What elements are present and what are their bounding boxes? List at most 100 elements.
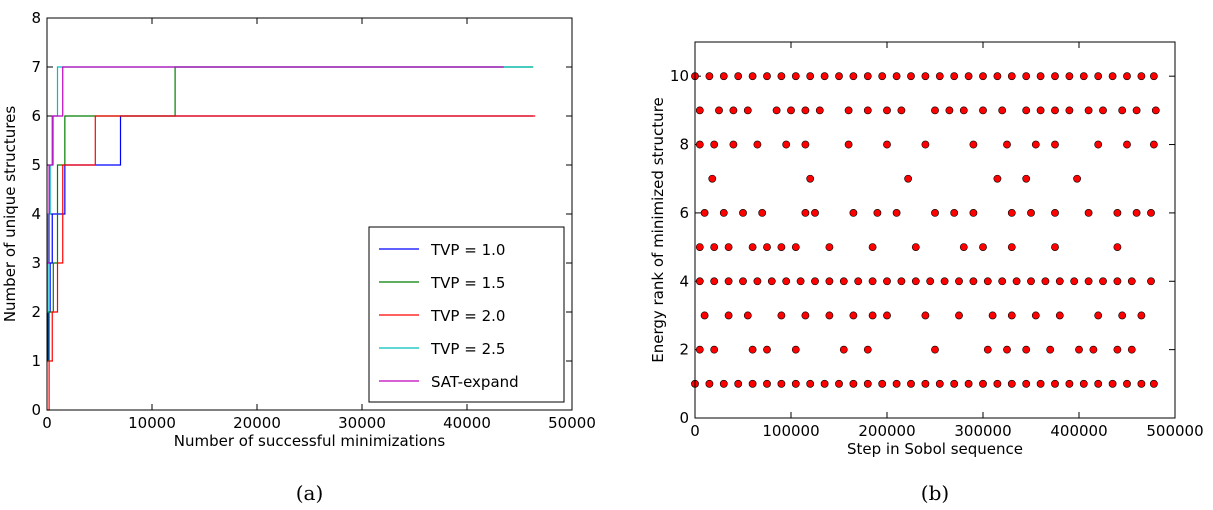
point bbox=[719, 72, 728, 81]
point bbox=[849, 209, 858, 217]
point bbox=[791, 72, 800, 81]
point bbox=[710, 345, 719, 354]
point bbox=[1012, 277, 1021, 286]
point bbox=[695, 345, 704, 354]
point bbox=[708, 174, 717, 183]
point bbox=[1003, 140, 1011, 149]
point bbox=[1094, 311, 1103, 320]
point bbox=[1137, 72, 1146, 81]
x-tick-label: 10000 bbox=[128, 414, 176, 432]
y-axis-label: Number of unique structures bbox=[1, 106, 19, 323]
point bbox=[801, 140, 810, 149]
point bbox=[796, 277, 805, 286]
point bbox=[700, 209, 709, 217]
line bbox=[47, 115, 534, 362]
point bbox=[1118, 311, 1127, 320]
point bbox=[964, 72, 973, 81]
point bbox=[849, 379, 858, 388]
point bbox=[825, 311, 834, 320]
point bbox=[1022, 345, 1031, 354]
point bbox=[964, 379, 973, 388]
point bbox=[1132, 106, 1141, 115]
y-tick-label: 1 bbox=[31, 352, 41, 370]
point bbox=[892, 209, 901, 217]
point bbox=[935, 72, 944, 81]
point bbox=[873, 209, 882, 217]
point bbox=[806, 72, 815, 81]
point bbox=[931, 209, 939, 217]
point bbox=[734, 72, 743, 81]
y-tick-label: 4 bbox=[31, 205, 41, 223]
point bbox=[1007, 379, 1016, 388]
point bbox=[1022, 106, 1031, 115]
point bbox=[911, 243, 920, 251]
point bbox=[921, 140, 930, 149]
point bbox=[1027, 277, 1035, 286]
point bbox=[993, 174, 1002, 183]
point bbox=[753, 277, 762, 286]
x-tick-label: 300000 bbox=[954, 422, 1011, 440]
y-tick-label: 2 bbox=[31, 303, 41, 321]
point bbox=[1123, 140, 1131, 149]
point bbox=[969, 140, 978, 149]
point bbox=[710, 243, 719, 251]
line bbox=[47, 115, 536, 411]
point bbox=[921, 311, 930, 320]
point bbox=[724, 277, 733, 286]
point bbox=[695, 243, 704, 251]
point bbox=[1007, 311, 1016, 320]
point bbox=[801, 106, 810, 115]
point bbox=[739, 209, 747, 217]
point bbox=[1007, 243, 1016, 251]
point bbox=[763, 345, 771, 354]
point bbox=[1003, 345, 1011, 354]
point bbox=[1151, 106, 1160, 115]
point bbox=[993, 379, 1002, 388]
legend-label: TVP = 2.0 bbox=[430, 307, 505, 325]
point bbox=[719, 209, 728, 217]
point bbox=[863, 379, 872, 388]
point bbox=[911, 277, 920, 286]
point bbox=[1127, 277, 1136, 286]
point bbox=[1094, 140, 1103, 149]
point bbox=[782, 277, 791, 286]
point bbox=[1137, 379, 1146, 388]
point bbox=[767, 277, 776, 286]
point bbox=[883, 277, 891, 286]
point bbox=[791, 243, 800, 251]
point bbox=[979, 379, 987, 388]
point bbox=[892, 379, 901, 388]
point bbox=[983, 277, 992, 286]
point bbox=[748, 72, 757, 81]
point bbox=[969, 209, 978, 217]
point bbox=[1055, 311, 1064, 320]
point bbox=[1149, 379, 1158, 388]
point bbox=[791, 379, 800, 388]
point bbox=[907, 379, 915, 388]
point bbox=[801, 209, 810, 217]
x-tick-label: 0 bbox=[690, 422, 700, 440]
point bbox=[1065, 106, 1074, 115]
point bbox=[988, 311, 997, 320]
y-tick-label: 6 bbox=[31, 107, 41, 125]
caption: (a) bbox=[296, 481, 324, 505]
point bbox=[940, 277, 949, 286]
x-tick-label: 30000 bbox=[338, 414, 386, 432]
x-tick-label: 40000 bbox=[443, 414, 491, 432]
point bbox=[1132, 209, 1141, 217]
point bbox=[1007, 72, 1016, 81]
point bbox=[979, 72, 987, 81]
point bbox=[806, 174, 815, 183]
point bbox=[705, 72, 714, 81]
point bbox=[892, 72, 901, 81]
point bbox=[763, 72, 771, 81]
point bbox=[1127, 345, 1136, 354]
point bbox=[748, 345, 757, 354]
y-tick-label: 3 bbox=[31, 254, 41, 272]
point bbox=[863, 106, 872, 115]
point bbox=[883, 106, 891, 115]
x-tick-label: 200000 bbox=[858, 422, 915, 440]
point bbox=[926, 277, 935, 286]
point bbox=[695, 277, 704, 286]
